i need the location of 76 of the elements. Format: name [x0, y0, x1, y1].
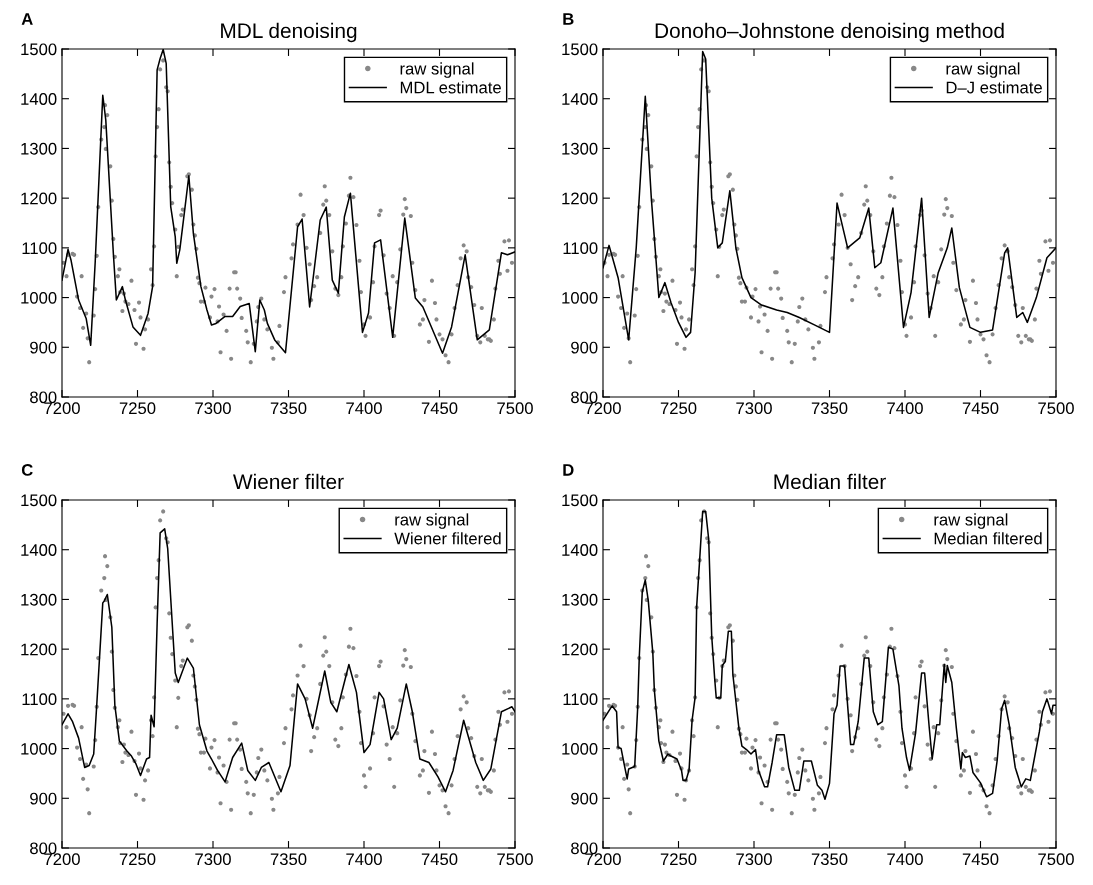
y-tick-label: 900 [30, 341, 57, 354]
x-tick-label: 7350 [811, 402, 848, 415]
chart-title: Donoho–Johnstone denoising method [655, 22, 1004, 43]
x-tick-label: 7300 [736, 853, 772, 866]
x-tick-label: 7200 [44, 402, 80, 415]
x-tick-label: 7400 [887, 853, 923, 866]
y-tick-label: 1300 [562, 142, 598, 155]
x-tick-label: 7500 [497, 402, 533, 415]
y-tick-label: 800 [571, 391, 598, 404]
y-tick-label: 1000 [21, 291, 57, 304]
x-tick-label: 7500 [497, 853, 533, 866]
legend-label: raw signal [934, 513, 1008, 529]
x-tick-label: 7300 [195, 853, 231, 866]
y-tick-label: 1300 [562, 593, 598, 606]
y-tick-label: 1400 [562, 93, 598, 105]
text: A [21, 13, 33, 25]
legend-label: raw signal [946, 62, 1020, 78]
y-tick-label: 1100 [22, 693, 57, 706]
x-tick-label: 7450 [962, 853, 999, 866]
y-tick-label: 1200 [562, 192, 598, 205]
text: B [563, 13, 574, 25]
x-tick-label: 7200 [44, 853, 80, 866]
y-tick-label: 1500 [562, 494, 598, 507]
y-tick-label: 1100 [563, 693, 598, 706]
x-tick-label: 7300 [736, 402, 772, 415]
x-tick-label: 7300 [195, 402, 231, 415]
y-tick-label: 1000 [562, 742, 598, 755]
y-tick-label: 1100 [22, 242, 57, 255]
y-tick-label: 800 [571, 842, 598, 855]
legend-label: D–J estimate [946, 81, 1042, 94]
legend-label: raw signal [400, 62, 474, 78]
x-tick-label: 7350 [270, 853, 307, 866]
x-tick-label: 7250 [660, 402, 697, 415]
y-tick-label: 900 [571, 341, 598, 354]
x-tick-label: 7500 [1038, 853, 1074, 866]
chart-title: Wiener filter [233, 473, 344, 490]
y-tick-label: 1300 [21, 593, 57, 606]
y-tick-label: 1200 [21, 643, 57, 656]
legend-label: MDL estimate [400, 81, 501, 94]
y-tick-label: 1000 [562, 291, 598, 304]
chart-title: Median filter [774, 473, 886, 490]
x-tick-label: 7250 [119, 402, 156, 415]
y-tick-label: 1500 [21, 43, 57, 56]
y-tick-label: 1300 [21, 142, 57, 155]
x-tick-label: 7450 [962, 402, 999, 415]
x-tick-label: 7200 [585, 853, 621, 866]
x-tick-label: 7350 [811, 853, 848, 866]
x-tick-label: 7400 [346, 402, 382, 415]
y-tick-label: 1000 [21, 742, 57, 755]
x-tick-label: 7400 [346, 853, 382, 866]
y-tick-label: 1400 [21, 93, 57, 105]
legend-label: raw signal [395, 513, 469, 529]
x-tick-label: 7400 [887, 402, 923, 415]
y-tick-label: 1200 [21, 192, 57, 205]
y-tick-label: 900 [571, 792, 598, 805]
chart-title: MDL denoising [221, 22, 357, 43]
legend-label: Median filtered [934, 532, 1042, 545]
legend-label: Wiener filtered [394, 532, 501, 545]
x-tick-label: 7250 [119, 853, 156, 866]
x-tick-label: 7250 [660, 853, 697, 866]
x-tick-label: 7200 [585, 402, 621, 415]
x-tick-label: 7350 [270, 402, 307, 415]
y-tick-label: 1400 [21, 544, 57, 556]
text: C [21, 464, 33, 476]
y-tick-label: 1500 [21, 494, 57, 507]
x-tick-label: 7450 [421, 402, 458, 415]
y-tick-label: 1500 [562, 43, 598, 56]
y-tick-label: 800 [30, 842, 57, 855]
x-tick-label: 7450 [421, 853, 458, 866]
y-tick-label: 1400 [562, 544, 598, 556]
y-tick-label: 800 [30, 391, 57, 404]
x-tick-label: 7500 [1038, 402, 1074, 415]
text: D [563, 464, 574, 476]
y-tick-label: 900 [30, 792, 57, 805]
y-tick-label: 1200 [562, 643, 598, 656]
y-tick-label: 1100 [563, 242, 598, 255]
